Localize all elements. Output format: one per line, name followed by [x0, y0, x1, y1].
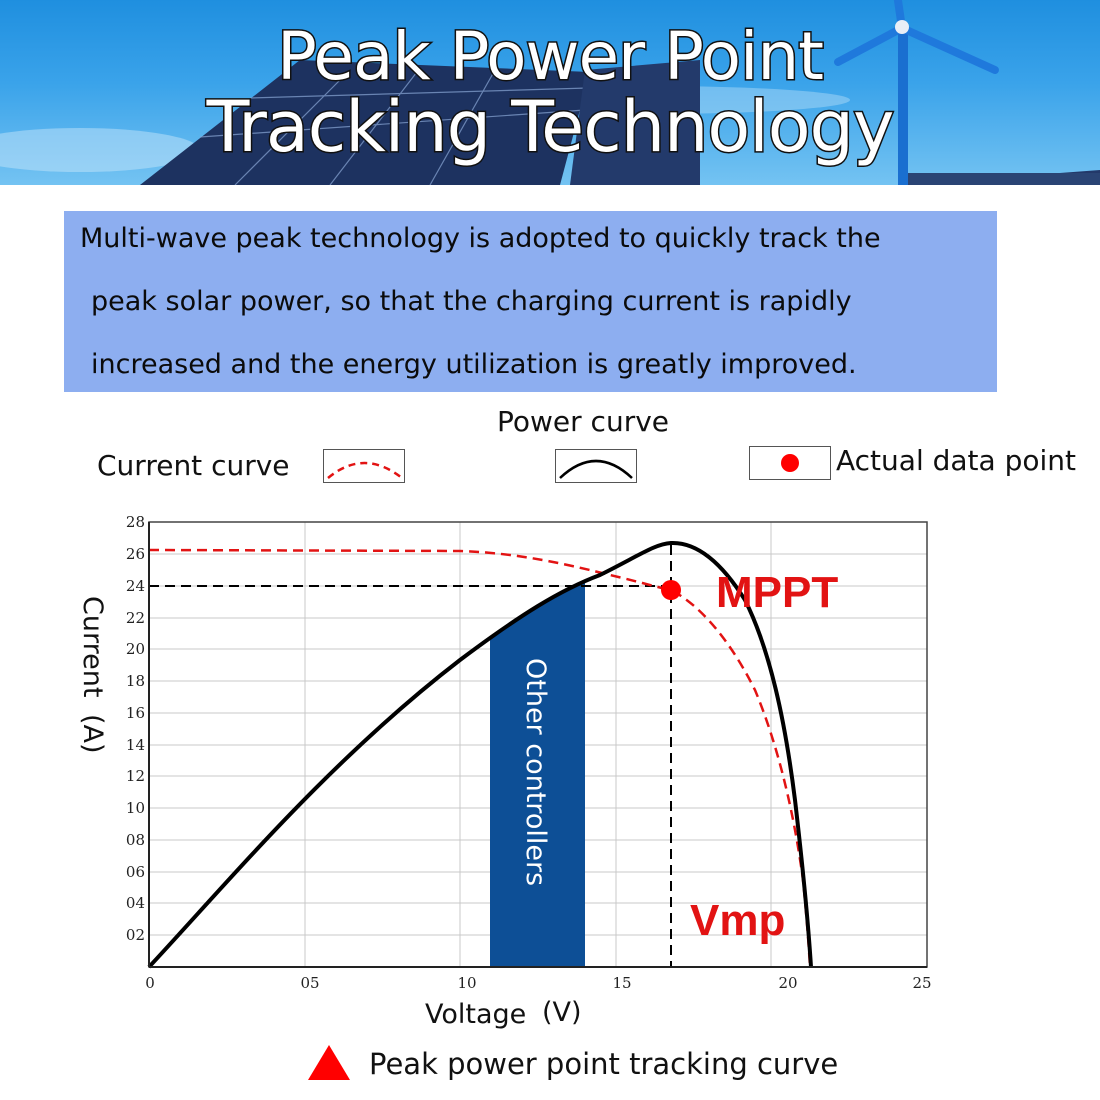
banner-title-line1: Peak Power Point: [275, 18, 825, 95]
svg-text:(A): (A): [77, 714, 108, 754]
svg-text:14: 14: [126, 736, 145, 754]
svg-text:26: 26: [126, 545, 145, 563]
red-dot-icon: [781, 454, 799, 472]
legend-current-curve-label: Current curve: [97, 449, 290, 482]
svg-text:20: 20: [778, 974, 797, 992]
legend-data-point-swatch: [749, 446, 831, 480]
solar-wind-background: [0, 0, 1100, 185]
x-axis-unit: (V): [542, 997, 582, 1028]
other-controllers-label: Other controllers: [520, 658, 551, 886]
legend-current-curve-swatch: [323, 449, 405, 483]
power-curve: [147, 540, 813, 969]
svg-text:05: 05: [300, 974, 319, 992]
svg-text:18: 18: [126, 672, 145, 690]
svg-text:06: 06: [126, 863, 145, 881]
legend-power-curve-swatch: [555, 449, 637, 483]
svg-text:15: 15: [612, 974, 631, 992]
description-box: Multi-wave peak technology is adopted to…: [64, 211, 997, 392]
svg-text:28: 28: [126, 513, 145, 531]
description-line-2: peak solar power, so that the charging c…: [91, 286, 852, 317]
header-banner: Peak Power Point Tracking Technology: [0, 0, 1100, 185]
svg-text:0: 0: [145, 974, 155, 992]
svg-text:04: 04: [126, 894, 145, 912]
dashed-arc-icon: [327, 461, 403, 479]
legend-power-curve-label: Power curve: [497, 405, 670, 438]
solid-arc-icon: [559, 459, 633, 479]
svg-text:02: 02: [126, 926, 145, 944]
svg-text:25: 25: [912, 974, 931, 992]
svg-text:10: 10: [126, 799, 145, 817]
svg-text:20: 20: [126, 640, 145, 658]
svg-text:10: 10: [457, 974, 476, 992]
footer-caption: Peak power point tracking curve: [369, 1047, 839, 1081]
description-line-1: Multi-wave peak technology is adopted to…: [80, 223, 881, 254]
y-tick-labels: 02 04 06 08 10 12 14 16 18 20 22 24 26 2…: [126, 513, 145, 944]
red-triangle-icon: [308, 1045, 350, 1080]
svg-text:24: 24: [126, 577, 145, 595]
svg-text:22: 22: [126, 609, 145, 627]
svg-text:Current: Current: [77, 596, 108, 697]
vmp-label: Vmp: [690, 896, 785, 945]
mppt-data-point: [661, 580, 681, 600]
x-axis-title: Voltage: [425, 999, 526, 1030]
description-line-3: increased and the energy utilization is …: [91, 349, 857, 380]
x-tick-labels: 0 05 10 15 20 25: [145, 974, 931, 992]
mppt-label: MPPT: [716, 568, 838, 617]
legend-actual-data-point-label: Actual data point: [836, 444, 1076, 477]
svg-text:12: 12: [126, 767, 145, 785]
svg-text:16: 16: [126, 704, 145, 722]
banner-title-line2: Tracking Technology: [205, 86, 896, 168]
svg-text:08: 08: [126, 831, 145, 849]
y-axis-title: Current (A): [77, 596, 108, 754]
